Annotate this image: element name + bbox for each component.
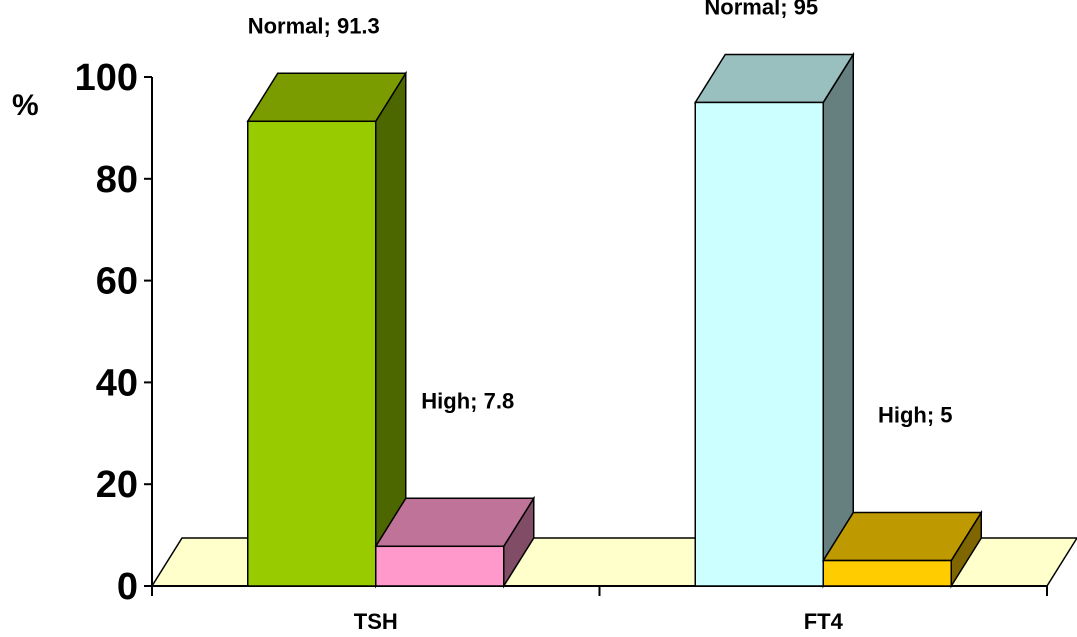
axes: 0 20 40 60 80 100 [75, 57, 1048, 608]
bar [821, 509, 983, 589]
y-tick-label: 20 [96, 464, 138, 506]
y-tick-label: 80 [96, 159, 138, 201]
bar-data-label: High; 5 [878, 403, 953, 428]
bar [246, 70, 408, 589]
x-category-label: FT4 [804, 609, 844, 634]
labels: TSH FT4 Normal; 91.3 High; 7.8 Normal; 95 Hig… [248, 0, 953, 634]
y-tick-label: 0 [117, 566, 138, 608]
y-tick-label: 100 [75, 57, 138, 99]
bars [246, 51, 983, 589]
bar-data-label: High; 7.8 [421, 388, 514, 413]
bar-side [822, 51, 854, 589]
bar-data-label: Normal; 91.3 [248, 13, 380, 38]
bar [374, 495, 536, 589]
bar-data-label: Normal; 95 [704, 0, 818, 19]
bar-front [247, 120, 377, 587]
y-axis-unit-label: % [12, 89, 39, 122]
bar [693, 51, 855, 589]
y-tick-label: 40 [96, 362, 138, 404]
x-category-label: TSH [354, 609, 398, 634]
bar-front [694, 101, 824, 587]
bar-front [822, 559, 952, 587]
bar-front [375, 545, 505, 587]
y-tick-label: 60 [96, 261, 138, 303]
